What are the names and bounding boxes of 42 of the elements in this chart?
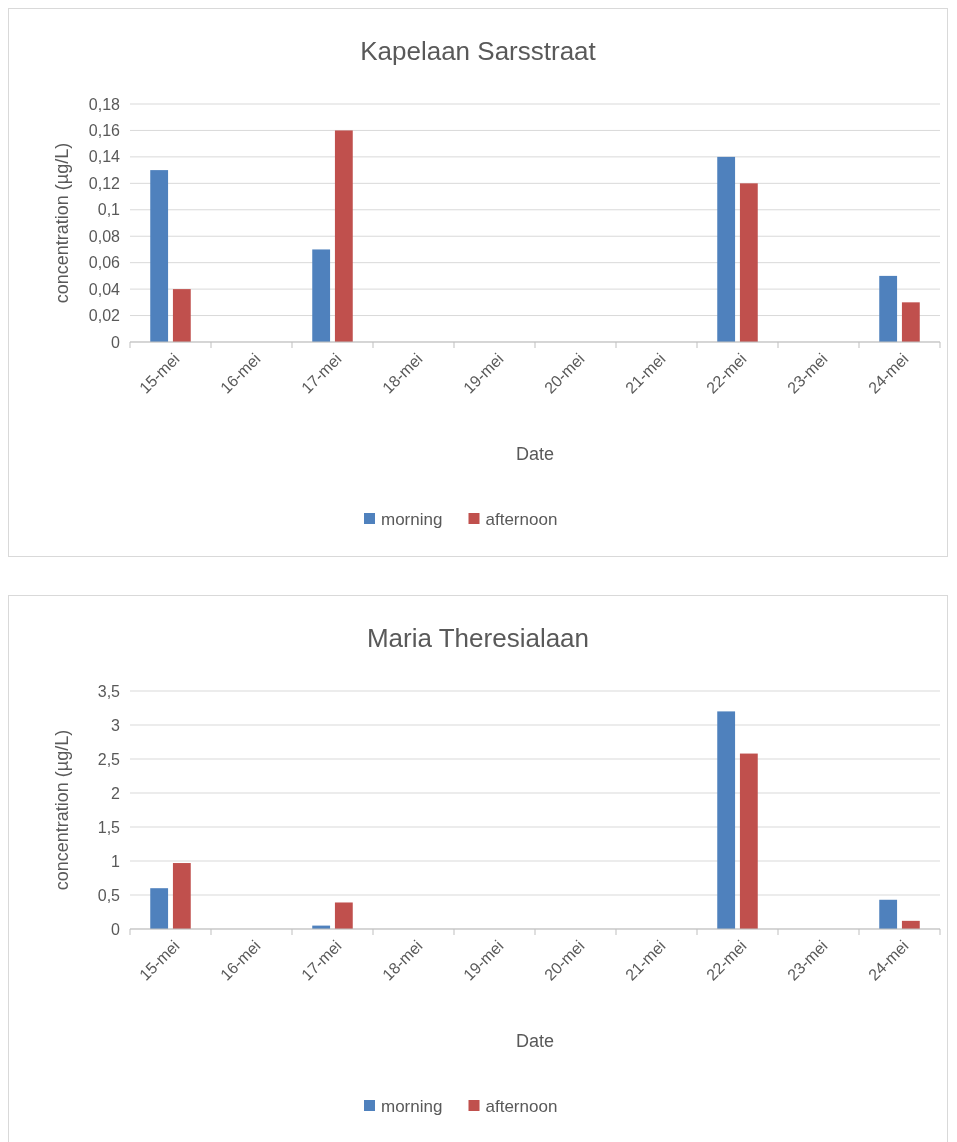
chart-title: Kapelaan Sarsstraat — [360, 36, 597, 66]
y-axis-title: concentration (µg/L) — [52, 729, 72, 891]
bar — [739, 183, 758, 342]
y-tick-label: 0 — [111, 333, 121, 351]
y-tick-label: 3,5 — [97, 682, 121, 700]
legend-label: morning — [381, 509, 443, 529]
y-tick-label: 0,16 — [88, 122, 121, 140]
bar — [334, 902, 353, 929]
bar — [172, 863, 191, 929]
y-tick-label: 2,5 — [97, 750, 121, 768]
bar — [879, 275, 898, 342]
legend-label: afternoon — [485, 1096, 558, 1116]
y-tick-label: 0,12 — [88, 174, 121, 192]
x-axis-title: Date — [515, 444, 555, 464]
bar — [901, 302, 920, 342]
y-tick-label: 0,1 — [97, 201, 121, 219]
bar — [334, 130, 353, 342]
y-tick-label: 0,06 — [88, 254, 121, 272]
y-tick-label: 2 — [111, 784, 121, 802]
bar — [717, 711, 736, 929]
bar — [739, 753, 758, 929]
bar — [717, 156, 736, 342]
bar — [150, 170, 169, 342]
y-tick-label: 3 — [111, 716, 121, 734]
bar — [150, 888, 169, 929]
legend-label: morning — [381, 1096, 443, 1116]
y-tick-label: 1 — [111, 852, 121, 870]
y-tick-label: 0,08 — [88, 227, 121, 245]
y-tick-label: 0,18 — [88, 95, 121, 113]
y-tick-label: 1,5 — [97, 818, 121, 836]
chart-title: Maria Theresialaan — [366, 623, 590, 653]
x-axis-title: Date — [515, 1031, 555, 1051]
bar — [879, 899, 898, 929]
y-tick-label: 0,02 — [88, 307, 121, 325]
bar — [312, 249, 331, 342]
y-tick-label: 0 — [111, 920, 121, 938]
y-tick-label: 0,14 — [88, 148, 121, 166]
y-tick-label: 0,04 — [88, 280, 121, 298]
bar — [172, 289, 191, 342]
y-tick-label: 0,5 — [97, 886, 121, 904]
y-axis-title: concentration (µg/L) — [52, 142, 72, 304]
legend-label: afternoon — [485, 509, 558, 529]
